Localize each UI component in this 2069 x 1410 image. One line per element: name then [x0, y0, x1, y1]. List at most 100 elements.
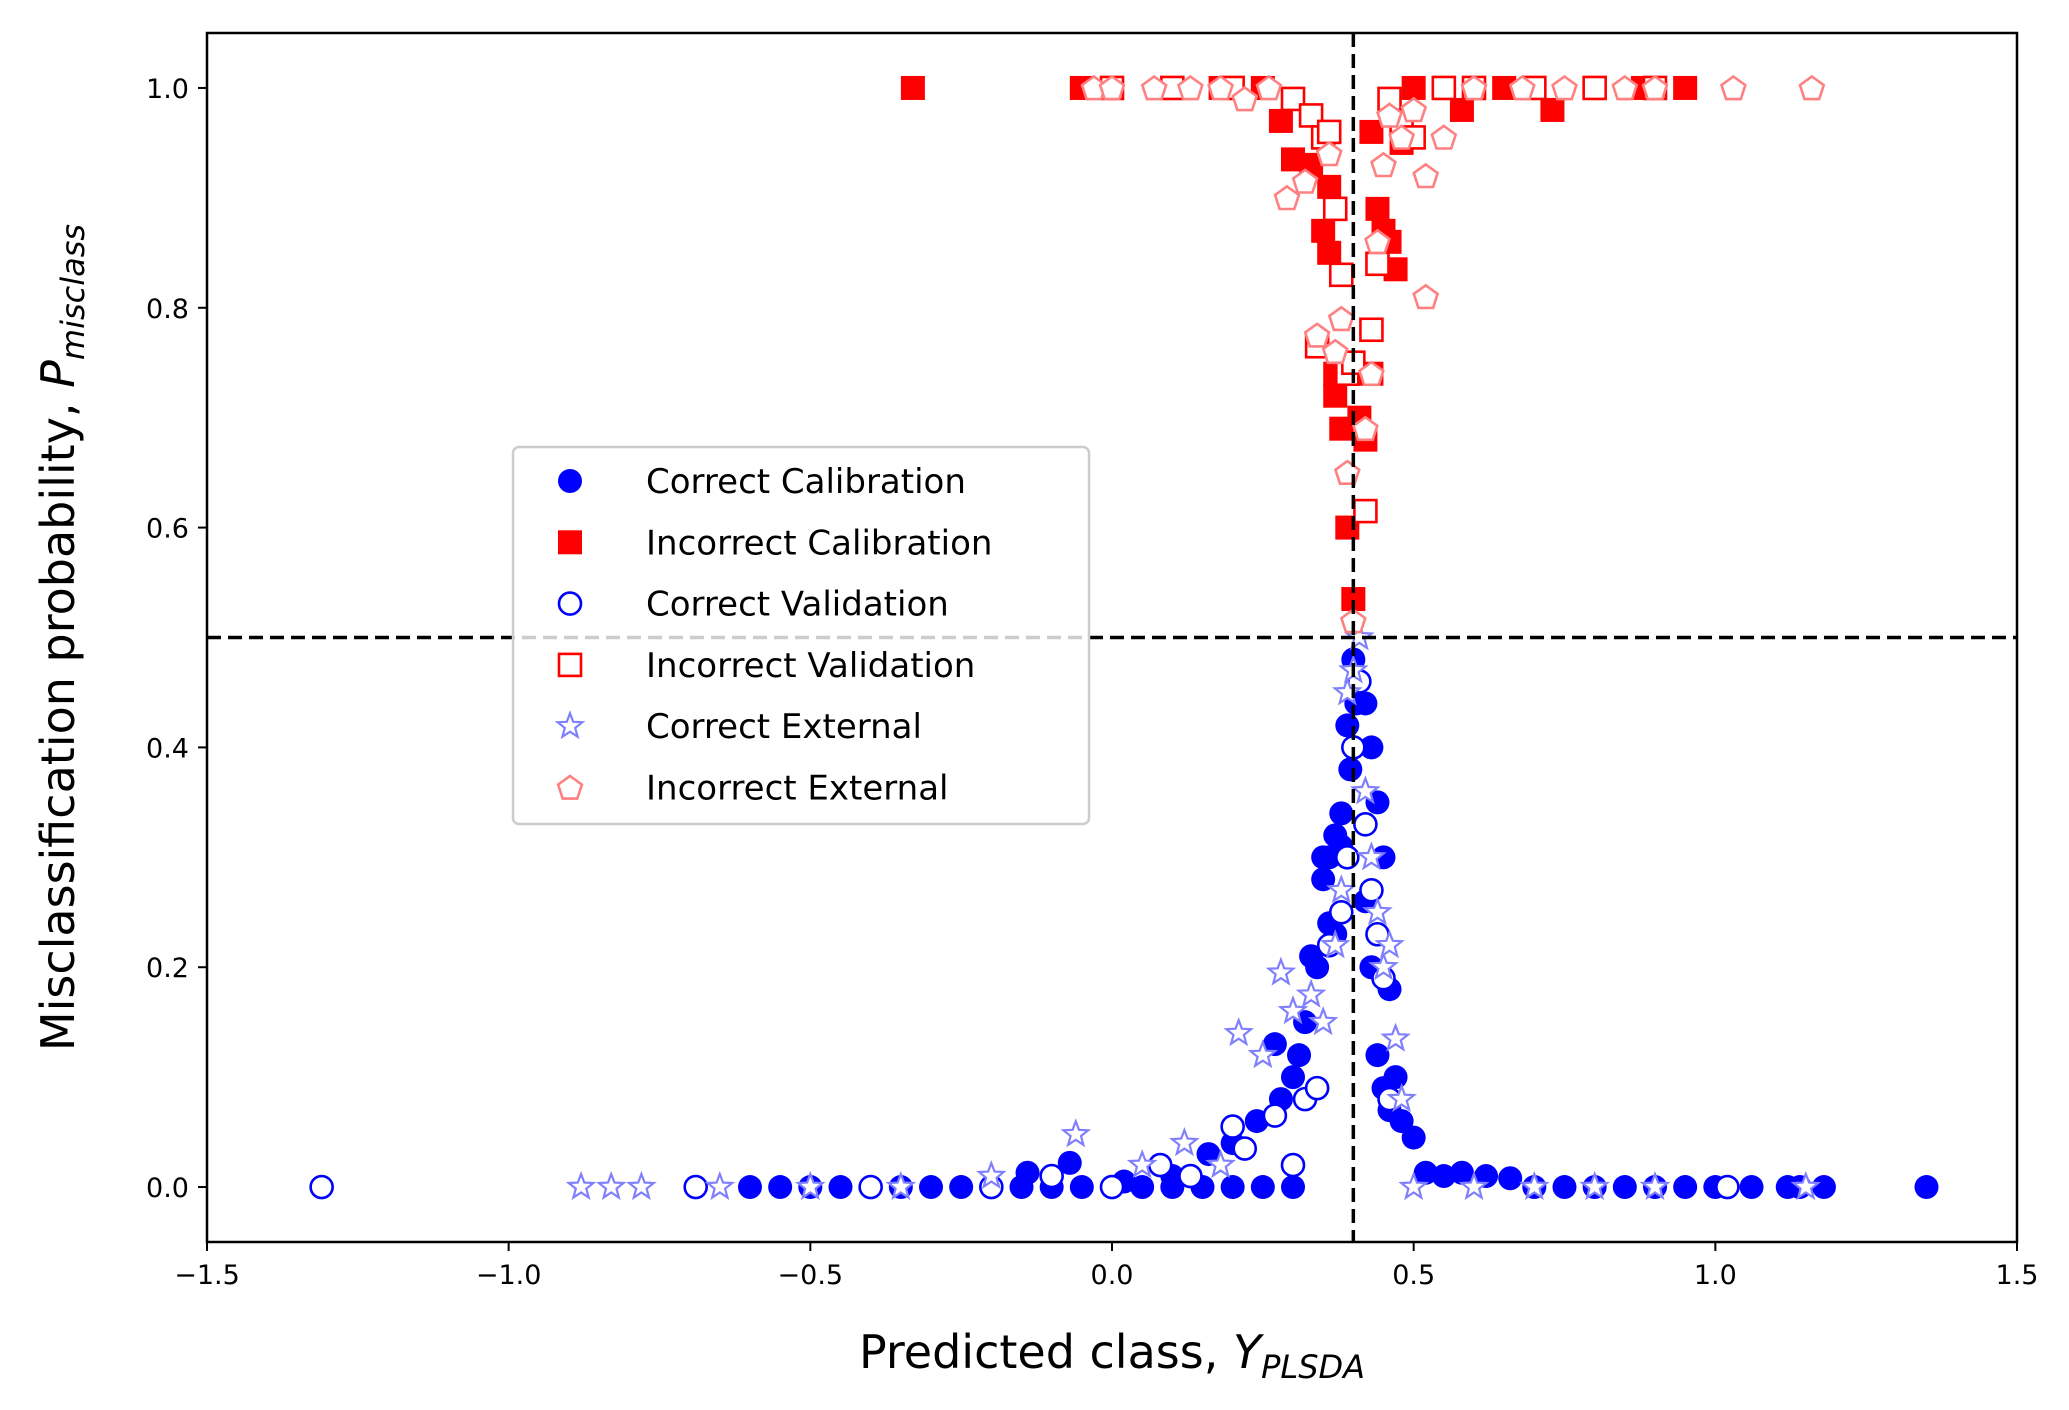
- legend-label: Incorrect Validation: [646, 646, 975, 686]
- data-point: [1317, 240, 1342, 265]
- legend-label: Incorrect External: [646, 769, 949, 809]
- data-point: [1039, 1163, 1064, 1189]
- data-point: [828, 1175, 853, 1200]
- data-point: [1364, 228, 1391, 255]
- data-point: [1176, 74, 1204, 101]
- data-point: [1207, 74, 1235, 101]
- data-point: [1223, 1017, 1255, 1047]
- data-point: [1247, 1039, 1279, 1069]
- data-point: [1412, 162, 1440, 189]
- data-point: [1281, 1065, 1305, 1090]
- threshold-lines: [207, 33, 2017, 1242]
- legend-marker: [554, 710, 586, 740]
- legend-label: Correct External: [646, 707, 922, 747]
- data-point: [1311, 845, 1336, 870]
- data-point: [1359, 317, 1384, 343]
- data-point: [1304, 1075, 1330, 1101]
- data-point: [1321, 338, 1349, 365]
- data-point: [795, 1170, 826, 1201]
- data-point: [1798, 74, 1826, 101]
- data-point: [768, 1175, 793, 1200]
- data-point: [1400, 96, 1428, 123]
- data-point: [1299, 944, 1324, 969]
- data-point: [1265, 956, 1297, 986]
- series-incorrect-validation: [1099, 75, 1668, 524]
- data-point: [1368, 951, 1399, 981]
- data-point: [1641, 74, 1669, 101]
- data-point: [1307, 1006, 1339, 1036]
- data-point: [1376, 102, 1403, 128]
- data-point: [1739, 1175, 1764, 1200]
- data-point: [1413, 1160, 1438, 1185]
- data-point: [1458, 1170, 1490, 1201]
- data-point: [1268, 108, 1293, 133]
- data-point: [1255, 74, 1283, 101]
- data-point: [1719, 74, 1747, 101]
- data-point: [1329, 801, 1354, 826]
- x-tick-label: 0.0: [1091, 1260, 1134, 1291]
- x-tick-label: −1.5: [174, 1260, 240, 1291]
- data-point: [1281, 1175, 1305, 1200]
- legend-marker: [558, 469, 582, 493]
- x-tick-label: 1.0: [1694, 1260, 1737, 1291]
- data-point: [1322, 196, 1348, 222]
- data-point: [1220, 1114, 1245, 1139]
- x-tick-label: −0.5: [778, 1260, 844, 1291]
- data-point: [1356, 841, 1387, 871]
- data-point: [1357, 360, 1385, 387]
- x-tick-label: −1.0: [476, 1260, 542, 1291]
- data-point: [1388, 124, 1416, 150]
- data-point: [1099, 1174, 1125, 1200]
- data-point: [1250, 1175, 1275, 1200]
- data-point: [626, 1170, 657, 1201]
- data-point: [1579, 1170, 1610, 1201]
- legend: Correct Calibration Incorrect Calibration…: [511, 445, 1091, 826]
- data-point: [1057, 1150, 1082, 1175]
- data-point: [1430, 124, 1458, 150]
- data-point: [1350, 775, 1381, 805]
- data-point: [1365, 1043, 1390, 1068]
- data-point: [1552, 1175, 1577, 1200]
- data-point: [1325, 874, 1357, 904]
- data-point: [1519, 1170, 1550, 1201]
- data-point: [1611, 74, 1639, 101]
- legend-marker: [557, 652, 583, 678]
- data-point: [1365, 251, 1390, 277]
- data-point: [1205, 1148, 1236, 1179]
- legend-entry: Incorrect Validation: [557, 646, 975, 686]
- data-point: [1551, 74, 1578, 101]
- x-tick-label: 1.5: [1996, 1260, 2039, 1291]
- data-point: [1262, 1103, 1288, 1128]
- data-point: [1098, 74, 1126, 101]
- data-point: [1449, 97, 1474, 122]
- data-point: [565, 1170, 597, 1201]
- x-axis-label: Predicted class, YPLSDA: [859, 1325, 1365, 1386]
- data-point: [1319, 929, 1351, 959]
- data-point: [1338, 757, 1363, 782]
- data-point: [1673, 1175, 1698, 1200]
- data-point: [1331, 676, 1363, 706]
- data-point: [885, 1170, 917, 1201]
- data-point: [858, 1174, 883, 1200]
- data-point: [1582, 75, 1607, 101]
- data-point: [1540, 97, 1565, 122]
- data-point: [1460, 74, 1488, 101]
- data-point: [1315, 140, 1343, 167]
- data-point: [1015, 1160, 1040, 1185]
- data-point: [1169, 1126, 1200, 1157]
- data-point: [976, 1160, 1007, 1190]
- legend-marker: [558, 530, 582, 555]
- x-tick-label: 0.5: [1392, 1260, 1435, 1291]
- y-tick-label: 0.8: [146, 294, 189, 325]
- data-point: [1673, 75, 1698, 100]
- data-point: [1130, 1175, 1155, 1200]
- data-point: [1220, 1175, 1245, 1200]
- data-point: [1811, 1175, 1836, 1200]
- data-point: [1374, 929, 1405, 959]
- data-point: [1401, 1125, 1426, 1150]
- legend-entry: Correct Validation: [557, 585, 949, 625]
- data-point: [704, 1170, 736, 1201]
- legend-entry: Correct External: [554, 707, 922, 747]
- data-marks: [309, 74, 1939, 1201]
- data-point: [1639, 1170, 1671, 1201]
